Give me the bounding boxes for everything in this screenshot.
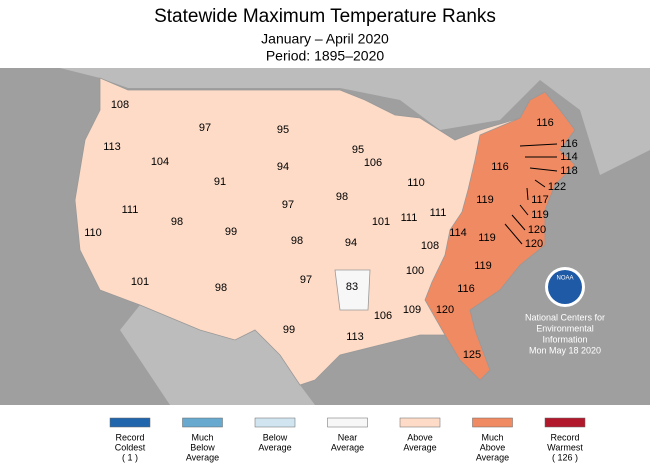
- state-rank: 108: [111, 99, 129, 111]
- state-rank: 116: [536, 117, 554, 129]
- state-rank: 110: [84, 227, 102, 239]
- state-rank: 113: [346, 331, 364, 343]
- arkansas: [334, 269, 371, 311]
- state-rank: 119: [476, 194, 494, 206]
- state-rank: 106: [364, 157, 382, 169]
- state-rank: 117: [531, 194, 549, 206]
- state-rank: 111: [430, 207, 447, 219]
- legend-label: Much: [481, 432, 503, 442]
- state-rank: 100: [406, 265, 424, 277]
- subtitle: January – April 2020: [261, 31, 389, 47]
- state-rank: 94: [277, 161, 289, 173]
- legend-label: Warmest: [547, 442, 583, 452]
- state-rank: 119: [478, 232, 496, 244]
- state-rank: 120: [528, 224, 546, 236]
- legend-label: Average: [476, 452, 509, 462]
- legend-label: Average: [258, 442, 291, 452]
- state-rank: 116: [560, 138, 578, 150]
- legend-label: Coldest: [115, 442, 146, 452]
- legend-label: ( 126 ): [552, 452, 578, 462]
- legend-label: Average: [331, 442, 364, 452]
- legend-label: Below: [263, 432, 288, 442]
- credit: Environmental: [536, 323, 594, 333]
- legend-swatch: [182, 417, 223, 428]
- leader-line: [519, 204, 529, 216]
- state-rank: 122: [548, 181, 566, 193]
- legend-swatch: [544, 417, 586, 428]
- leader-line: [529, 167, 558, 172]
- state-rank: 101: [131, 276, 149, 288]
- legend-label: Above: [407, 432, 433, 442]
- state-rank: 98: [171, 216, 183, 228]
- title: Statewide Maximum Temperature Ranks: [154, 6, 496, 27]
- state-rank: 108: [421, 240, 439, 252]
- state-rank: 119: [531, 209, 549, 221]
- canada: [60, 68, 650, 175]
- logo: [548, 270, 582, 304]
- credit: National Centers for: [525, 312, 605, 322]
- state-rank: 95: [277, 124, 289, 136]
- state-rank: 98: [336, 191, 348, 203]
- legend-label: Average: [186, 452, 219, 462]
- state-rank: 110: [407, 177, 425, 189]
- legend-label: Much: [191, 432, 213, 442]
- legend-label: Record: [550, 432, 579, 442]
- logo-text: NOAA: [556, 276, 573, 282]
- legend-label: Near: [338, 432, 358, 442]
- state-rank: 83: [346, 281, 358, 293]
- legend-swatch: [399, 417, 441, 428]
- legend-label: ( 1 ): [122, 452, 138, 462]
- legend-label: Average: [403, 442, 436, 452]
- leader-line: [511, 214, 526, 231]
- mexico: [120, 305, 315, 405]
- state-rank: 98: [215, 282, 227, 294]
- state-rank: 109: [403, 304, 421, 316]
- state-rank: 114: [560, 151, 578, 163]
- legend-swatch: [254, 417, 296, 428]
- state-rank: 99: [225, 226, 237, 238]
- state-rank: 119: [474, 260, 492, 272]
- state-rank: 97: [300, 274, 312, 286]
- legend-label: Record: [115, 432, 144, 442]
- leader-line: [519, 143, 558, 147]
- credit: Information: [542, 334, 587, 344]
- state-rank: 111: [401, 212, 418, 224]
- state-rank: 111: [122, 204, 139, 216]
- legend-swatch: [327, 417, 368, 428]
- state-rank: 106: [374, 310, 392, 322]
- state-rank: 120: [525, 238, 543, 250]
- state-rank: 116: [491, 161, 509, 173]
- state-rank: 113: [103, 141, 121, 153]
- legend-label: Below: [190, 442, 215, 452]
- state-rank: 98: [291, 235, 303, 247]
- leader-line: [526, 187, 529, 201]
- leader-line: [504, 223, 523, 245]
- east-much-above: [424, 91, 576, 381]
- state-rank: 97: [282, 199, 294, 211]
- state-rank: 101: [372, 216, 390, 228]
- state-rank: 116: [457, 283, 475, 295]
- state-rank: 118: [560, 165, 578, 177]
- state-rank: 114: [449, 227, 467, 239]
- state-rank: 104: [151, 156, 169, 168]
- legend-swatch: [109, 417, 151, 428]
- legend-swatch: [472, 417, 513, 428]
- credit: Mon May 18 2020: [529, 345, 601, 355]
- legend-label: Above: [480, 442, 506, 452]
- state-rank: 95: [352, 144, 364, 156]
- state-rank: 94: [345, 237, 357, 249]
- state-rank: 125: [463, 349, 481, 361]
- subtitle: Period: 1895–2020: [266, 48, 385, 64]
- state-rank: 99: [283, 324, 295, 336]
- state-rank: 120: [436, 304, 454, 316]
- state-rank: 91: [214, 176, 226, 188]
- leader-line: [534, 179, 546, 188]
- state-rank: 97: [199, 122, 211, 134]
